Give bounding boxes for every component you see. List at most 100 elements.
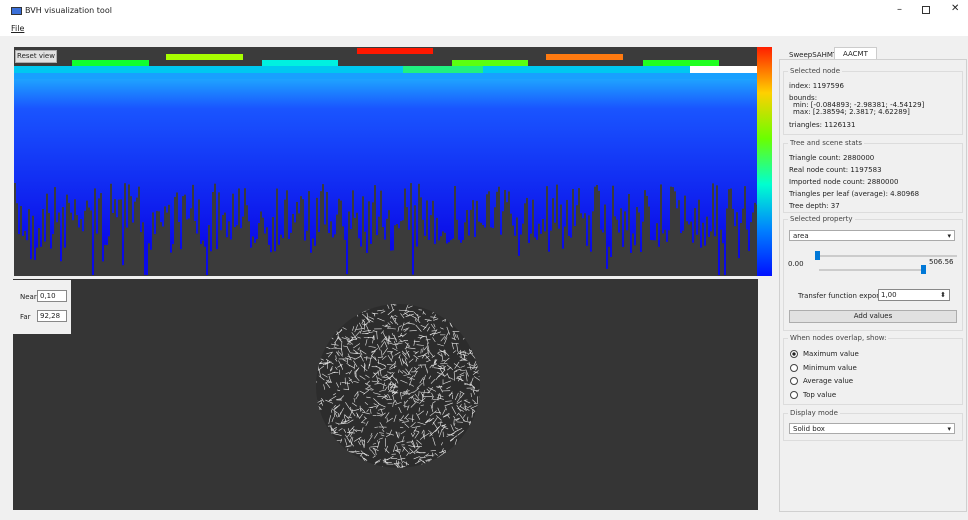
tree-column: [684, 73, 686, 196]
tree-column: [416, 73, 418, 247]
far-value: 92,28: [40, 312, 60, 320]
radio-button[interactable]: [790, 364, 798, 372]
tree-column: [594, 73, 596, 187]
tree-column: [22, 73, 24, 236]
tree-column: [628, 73, 630, 194]
tree-column: [362, 73, 364, 196]
tree-column: [126, 73, 128, 228]
tree-column: [698, 73, 700, 200]
slider-handle[interactable]: [815, 251, 820, 260]
tree-column: [120, 73, 122, 199]
node-strip: [72, 60, 149, 66]
tree-column: [580, 73, 582, 213]
radio-label[interactable]: Minimum value: [803, 364, 857, 372]
tree-column: [90, 73, 92, 210]
tree-column: [34, 73, 36, 260]
tree-column: [380, 73, 382, 191]
maximize-button[interactable]: [922, 6, 930, 14]
near-spinbox[interactable]: 0,10: [37, 290, 67, 302]
tree-column: [88, 73, 90, 208]
tree-column: [446, 73, 448, 243]
tree-column: [648, 73, 650, 207]
file-menu[interactable]: File: [11, 24, 24, 33]
tree-column: [372, 73, 374, 202]
tree-column: [576, 73, 578, 205]
exponent-spinbox[interactable]: 1,00⬍: [878, 289, 950, 301]
tree-column: [532, 73, 534, 200]
tree-column: [302, 73, 304, 199]
tree-column: [294, 73, 296, 222]
tree-column: [64, 73, 66, 248]
tree-column: [470, 73, 472, 210]
tree-column: [192, 73, 194, 185]
tree-column: [172, 73, 174, 244]
tree-column: [536, 73, 538, 240]
tree-column: [138, 73, 140, 187]
tree-column: [646, 73, 648, 196]
tree-column: [96, 73, 98, 234]
tree-column: [612, 73, 614, 186]
tree-column: [478, 73, 480, 222]
tree-column: [616, 73, 618, 220]
tree-column: [320, 73, 322, 191]
radio-button[interactable]: [790, 377, 798, 385]
radio-label[interactable]: Average value: [803, 377, 853, 385]
tree-column: [280, 73, 282, 235]
tree-column: [534, 73, 536, 237]
tree-column: [386, 73, 388, 219]
radio-label[interactable]: Top value: [803, 391, 836, 399]
tree-column: [422, 73, 424, 220]
node-strip: [690, 66, 758, 73]
tree-column: [554, 73, 556, 223]
tree-column: [38, 73, 40, 228]
tree-column: [746, 73, 748, 229]
tree-column: [222, 73, 224, 215]
tree-column: [392, 73, 394, 250]
tree-column: [314, 73, 316, 246]
tree-column: [644, 73, 646, 190]
tree-column: [132, 73, 134, 223]
minimize-button[interactable]: –: [897, 4, 902, 15]
group-title: Display mode: [788, 409, 840, 417]
tree-column: [226, 73, 228, 237]
tree-column: [516, 73, 518, 217]
tree-column: [620, 73, 622, 208]
max-slider[interactable]: [819, 269, 924, 271]
display-combo[interactable]: Solid box▾: [789, 423, 955, 434]
tree-column: [492, 73, 494, 228]
tree-column: [382, 73, 384, 227]
radio-button[interactable]: [790, 391, 798, 399]
reset-view-button[interactable]: Reset view: [15, 50, 57, 63]
tree-column: [676, 73, 678, 208]
tree-column: [238, 73, 240, 188]
tree-column: [586, 73, 588, 246]
tree-column: [164, 73, 166, 206]
tree-column: [206, 73, 208, 275]
tree-column: [142, 73, 144, 222]
min-slider[interactable]: [819, 255, 957, 257]
tree-column: [150, 73, 152, 250]
slider-handle[interactable]: [921, 265, 926, 274]
tree-column: [58, 73, 60, 213]
add-values-button[interactable]: Add values: [789, 310, 957, 323]
tree-column: [166, 73, 168, 213]
property-combo[interactable]: area▾: [789, 230, 955, 241]
tree-column: [494, 73, 496, 207]
tree-column: [216, 73, 218, 249]
tree-column: [740, 73, 742, 223]
tree-column: [498, 73, 500, 187]
radio-label[interactable]: Maximum value: [803, 350, 859, 358]
menu-bar: File: [0, 22, 968, 36]
tree-column: [484, 73, 486, 228]
tree-column: [606, 73, 608, 269]
tree-column: [358, 73, 360, 238]
far-spinbox[interactable]: 92,28: [37, 310, 67, 322]
radio-button[interactable]: [790, 350, 798, 358]
tree-column: [262, 73, 264, 218]
tree-column: [346, 73, 348, 274]
close-button[interactable]: ✕: [951, 3, 959, 14]
tree-column: [708, 73, 710, 237]
property-group: Selected property area▾ 0.00 506.56 Tran…: [783, 219, 963, 331]
tree-column: [618, 73, 620, 233]
tree-column: [158, 73, 160, 211]
